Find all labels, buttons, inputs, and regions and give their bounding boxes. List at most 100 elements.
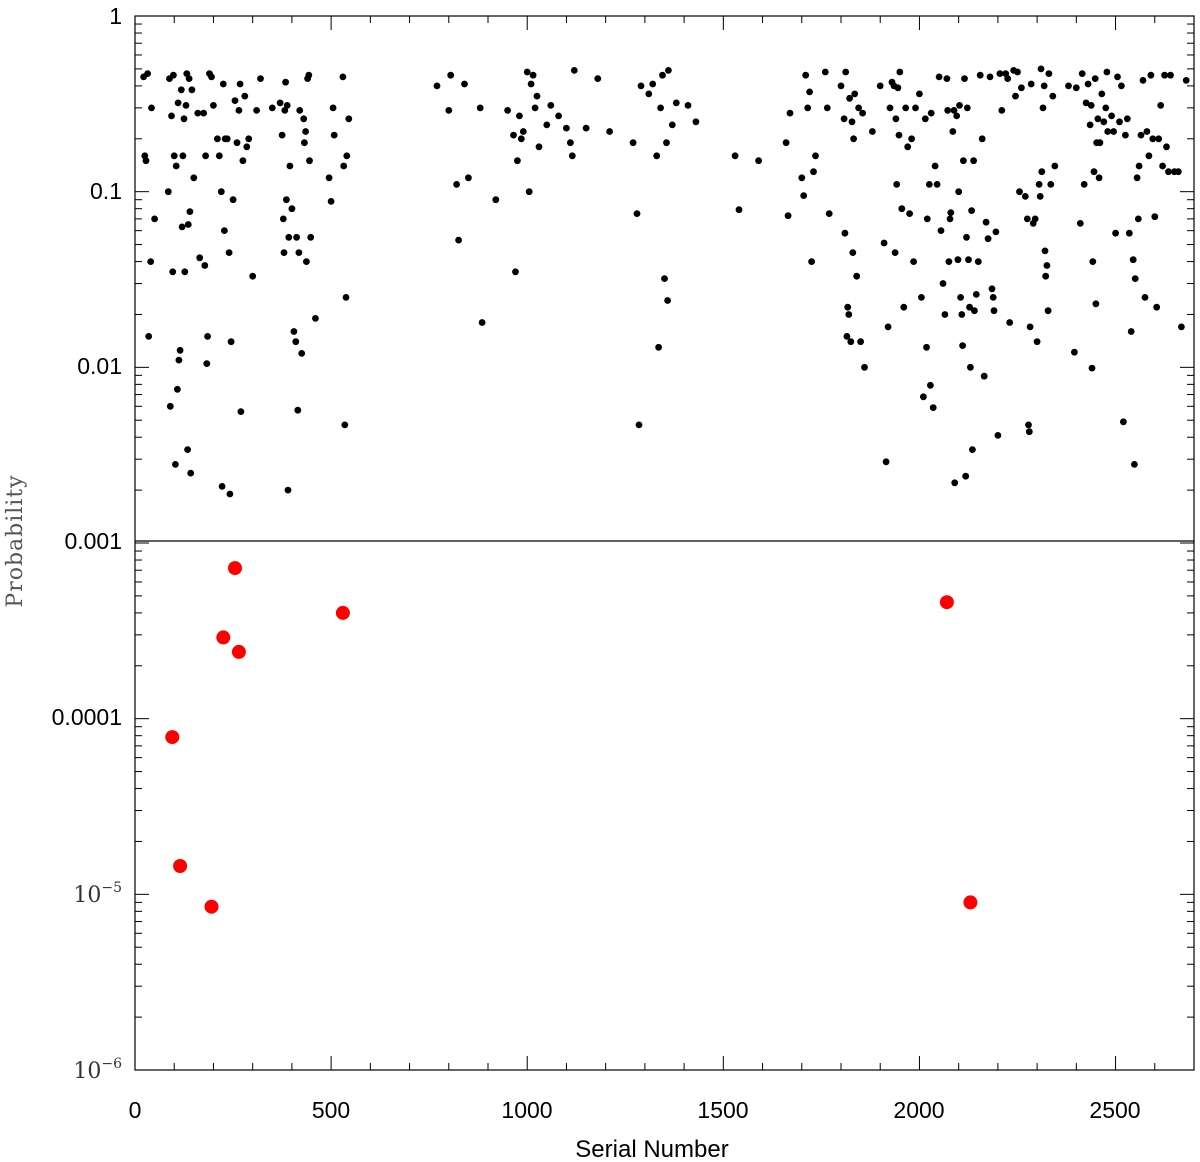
data-point	[629, 139, 637, 147]
data-point	[963, 233, 970, 241]
data-point	[531, 104, 539, 112]
data-point	[219, 80, 227, 88]
data-point	[200, 109, 208, 117]
data-point	[825, 210, 833, 218]
data-point	[755, 157, 762, 165]
data-point	[978, 135, 986, 143]
data-point	[910, 258, 917, 265]
data-point	[657, 104, 664, 112]
data-point	[959, 342, 966, 349]
data-point	[278, 131, 286, 139]
data-point	[282, 78, 289, 86]
data-point	[1016, 188, 1023, 196]
data-point	[298, 350, 306, 357]
data-point	[283, 196, 290, 204]
data-point	[293, 233, 300, 241]
data-point	[1167, 71, 1174, 79]
data-point	[955, 188, 963, 196]
data-point	[1147, 71, 1155, 79]
data-point	[1089, 258, 1097, 265]
x-tick-label: 1500	[697, 1097, 748, 1123]
data-point	[295, 249, 303, 256]
data-point	[884, 323, 892, 331]
data-point	[965, 256, 972, 264]
data-point	[782, 139, 790, 147]
data-point	[969, 446, 976, 453]
data-point	[527, 80, 535, 88]
data-point	[594, 75, 602, 82]
data-point	[1038, 168, 1046, 176]
significant-points	[165, 561, 978, 914]
data-point	[305, 71, 313, 79]
data-point	[1072, 84, 1080, 92]
data-point	[976, 71, 984, 79]
data-point	[249, 272, 257, 280]
data-point	[1108, 112, 1115, 120]
data-point	[859, 109, 866, 117]
data-point	[306, 157, 313, 165]
data-point	[806, 88, 813, 96]
data-point	[920, 393, 927, 401]
data-point	[933, 181, 941, 188]
data-point	[268, 104, 276, 112]
data-point	[514, 157, 521, 165]
data-point	[433, 82, 441, 90]
significant-data-point	[228, 561, 242, 576]
data-point	[179, 152, 187, 160]
data-point	[916, 90, 923, 98]
axis-ticks	[134, 15, 1195, 1071]
data-point	[185, 75, 193, 82]
y-tick-label: 0.001	[64, 528, 122, 554]
data-point	[1086, 121, 1094, 129]
data-point	[1004, 75, 1012, 82]
data-point	[330, 131, 338, 139]
data-point	[1145, 152, 1153, 160]
data-point	[290, 328, 298, 335]
data-point	[147, 258, 155, 265]
data-point	[1120, 418, 1127, 426]
data-point	[194, 109, 202, 117]
data-point	[303, 258, 310, 265]
data-point	[1100, 118, 1108, 126]
data-point	[800, 192, 808, 200]
data-point	[227, 338, 235, 346]
data-point	[223, 135, 231, 143]
data-point	[935, 73, 943, 81]
data-point	[208, 73, 215, 81]
significant-data-point	[231, 644, 246, 659]
data-point	[1076, 220, 1084, 227]
data-point	[1012, 92, 1019, 100]
y-tick-label: 0.0001	[52, 704, 122, 730]
data-point	[218, 483, 226, 490]
data-point	[848, 118, 856, 126]
data-point	[1155, 135, 1163, 143]
data-point	[953, 112, 961, 120]
significant-data-point	[165, 730, 180, 745]
data-point	[1112, 229, 1119, 237]
data-point	[1033, 338, 1041, 346]
data-point	[1123, 115, 1131, 123]
data-point	[1095, 174, 1103, 182]
data-point	[962, 472, 970, 480]
data-point	[798, 174, 806, 182]
data-point	[1178, 323, 1185, 331]
data-point	[843, 333, 851, 340]
data-point	[958, 311, 966, 318]
data-point	[840, 115, 848, 123]
data-point	[945, 258, 953, 265]
significant-data-point	[216, 630, 231, 645]
data-point	[891, 249, 899, 256]
data-point	[1051, 162, 1059, 170]
data-point	[923, 343, 930, 351]
data-point	[181, 268, 189, 276]
data-point	[203, 360, 211, 367]
data-point	[900, 303, 908, 311]
data-point	[188, 86, 196, 94]
data-point	[902, 104, 910, 112]
data-point	[1045, 70, 1053, 77]
data-point	[1090, 168, 1098, 176]
data-point	[845, 311, 853, 318]
data-point	[231, 97, 239, 104]
data-point	[307, 233, 315, 241]
